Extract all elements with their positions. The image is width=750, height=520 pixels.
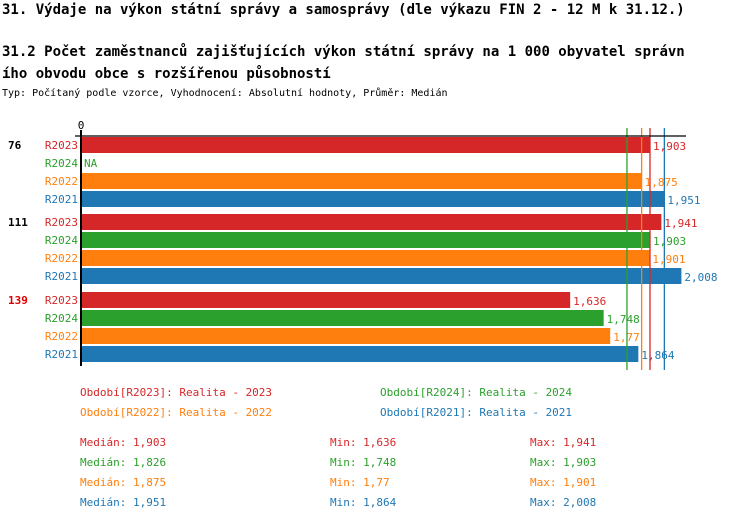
min-stat: Min: 1,864 [330, 496, 397, 509]
data-label: NA [84, 157, 98, 170]
data-label: 1,748 [607, 313, 640, 326]
bar [81, 232, 650, 248]
bar [81, 268, 682, 284]
page-title: 31. Výdaje na výkon státní správy a samo… [2, 2, 685, 18]
legend-item: Období[R2021]: Realita - 2021 [380, 406, 572, 419]
series-label: R2021 [45, 348, 78, 361]
bar [81, 250, 650, 266]
data-label: 1,903 [653, 140, 686, 153]
type-description: Typ: Počítaný podle vzorce, Vyhodnocení:… [2, 88, 448, 99]
max-stat: Max: 1,903 [530, 456, 596, 469]
min-stat: Min: 1,748 [330, 456, 396, 469]
chart-subtitle-line2: ího obvodu obce s rozšířenou působností [2, 66, 331, 82]
series-label: R2022 [45, 175, 78, 188]
median-stat: Medián: 1,903 [80, 436, 166, 449]
series-label: R2021 [45, 193, 78, 206]
bar [81, 346, 639, 362]
legend-item: Období[R2023]: Realita - 2023 [80, 386, 272, 399]
data-label: 1,864 [641, 349, 674, 362]
data-label: 1,951 [667, 194, 700, 207]
series-label: R2023 [45, 139, 78, 152]
group-label: 111 [8, 216, 28, 229]
data-label: 1,903 [653, 235, 686, 248]
bar [81, 191, 665, 207]
series-label: R2023 [45, 294, 78, 307]
series-label: R2024 [45, 157, 78, 170]
data-label: 1,941 [664, 217, 697, 230]
data-label: 1,901 [652, 253, 685, 266]
bar [81, 328, 611, 344]
group-label: 139 [8, 294, 28, 307]
series-label: R2022 [45, 252, 78, 265]
bar [81, 292, 571, 308]
data-label: 2,008 [684, 271, 717, 284]
bar [81, 214, 662, 230]
group-label: 76 [8, 139, 22, 152]
legend-item: Období[R2022]: Realita - 2022 [80, 406, 272, 419]
median-stat: Medián: 1,826 [80, 456, 166, 469]
max-stat: Max: 2,008 [530, 496, 596, 509]
series-label: R2022 [45, 330, 78, 343]
max-stat: Max: 1,941 [530, 436, 596, 449]
data-label: 1,875 [645, 176, 678, 189]
min-stat: Min: 1,636 [330, 436, 396, 449]
bar [81, 137, 650, 153]
median-stat: Medián: 1,951 [80, 496, 166, 509]
series-label: R2024 [45, 234, 78, 247]
data-label: 1,636 [573, 295, 606, 308]
bar [81, 173, 642, 189]
series-label: R2021 [45, 270, 78, 283]
series-label: R2023 [45, 216, 78, 229]
median-stat: Medián: 1,875 [80, 476, 166, 489]
min-stat: Min: 1,77 [330, 476, 390, 489]
series-label: R2024 [45, 312, 78, 325]
legend-item: Období[R2024]: Realita - 2024 [380, 386, 572, 399]
max-stat: Max: 1,901 [530, 476, 596, 489]
chart-subtitle-line1: 31.2 Počet zaměstnanců zajišťujících výk… [2, 44, 685, 60]
bar [81, 310, 604, 326]
x-tick-label: 0 [78, 119, 85, 132]
